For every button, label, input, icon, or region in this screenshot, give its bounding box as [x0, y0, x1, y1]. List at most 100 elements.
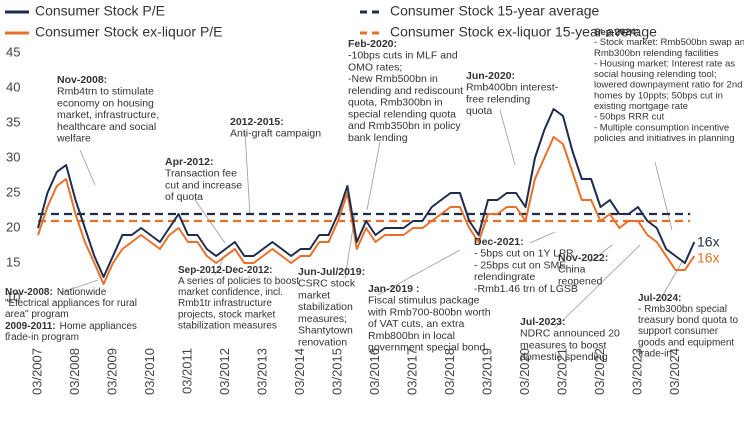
annotation-title: Apr-2012: [165, 156, 213, 168]
y-tick-label: 25 [6, 184, 20, 199]
x-tick-label: 03/2019 [479, 348, 494, 395]
annotation-text: Sep-2012-Dec-2012: [178, 265, 273, 276]
series-line [37, 108, 696, 278]
annotation-text: Dec-2021: [474, 236, 524, 248]
x-tick-label: 03/2017 [404, 348, 419, 395]
annotation-line: treasury bond quota to [638, 315, 739, 326]
x-tick-label: 03/2023 [629, 348, 644, 395]
x-tick-label: 03/2008 [67, 348, 82, 395]
x-tick-label: 03/2022 [592, 348, 607, 395]
end-label: 16x [697, 250, 720, 266]
annotation-line: reopened [558, 275, 603, 287]
annotation-line: CSRC stock [298, 278, 356, 290]
annotation-line: cut and increase [165, 179, 242, 191]
annotation-line: measures to boost [520, 339, 606, 351]
y-tick-label: 35 [6, 114, 20, 129]
annotation-text: 2009-2011: Home appliances [5, 321, 137, 332]
annotation-text: Feb-2020: [348, 38, 397, 50]
annotation-text: Sep-2024: [594, 27, 639, 38]
annotation-title: Jun-Jul/2019: [298, 266, 365, 278]
annotation: Jun-2020:Rmb400bn interest-free relendin… [466, 70, 559, 117]
annotation-line: trade-in program [5, 332, 79, 343]
annotation-line: projects, stock market [178, 309, 275, 320]
annotation-line: market [298, 289, 330, 301]
annotation-text: Nov-2022: [558, 252, 608, 264]
annotation-line: - Multiple consumption incentive [594, 122, 729, 133]
annotation-line: relending and rediscount [348, 85, 463, 97]
x-tick-label: 03/2015 [329, 348, 344, 395]
annotation-title: Dec-2021: [474, 236, 524, 248]
annotation-line: of quota [165, 191, 203, 203]
annotation-title: Sep-2024: [594, 27, 639, 38]
annotation-text: 2012-2015: [230, 116, 284, 128]
x-tick-label: 03/2021 [554, 348, 569, 395]
annotation-line: Rmb1tr infrastructure [178, 298, 272, 309]
y-tick-label: 15 [6, 254, 20, 269]
annotation-line: -New Rmb500bn in [348, 73, 438, 85]
x-tick-label: 03/2020 [517, 348, 532, 395]
annotation-line: OMO rates; [348, 61, 402, 73]
x-tick-label: 03/2007 [29, 348, 44, 395]
annotation-line: trade-in [638, 349, 672, 360]
annotation-line: policies and initiatives in planning [594, 133, 734, 144]
annotation-line: with Rmb700-800bn worth [367, 306, 491, 318]
annotation-text: Jul-2023: [520, 316, 566, 328]
annotation-line: free relending [466, 93, 530, 105]
annotation-line: A series of policies to boost [178, 276, 299, 287]
annotation-line: - Housing market: Interest rate as [594, 58, 735, 69]
annotation-title: Jun-2020: [466, 70, 515, 82]
x-tick-label: 03/2009 [104, 348, 119, 395]
annotation-line: bank lending [348, 132, 408, 144]
annotation-line: quota [466, 105, 492, 117]
annotation-line: Rmb800bn in local [368, 330, 455, 342]
annotation: Sep-2012-Dec-2012:A series of policies t… [178, 265, 299, 332]
x-tick-label: 03/2014 [292, 348, 307, 395]
annotation-line: -10bps cuts in MLF and [348, 50, 458, 62]
annotation-text: Nov-2008: Nationwide [5, 287, 107, 298]
annotation-line: NDRC announced 20 [520, 328, 620, 340]
annotation-line: Home appliances [60, 321, 137, 332]
annotation-line: social housing relending tool; [594, 69, 717, 80]
annotation: Jun-Jul/2019:CSRC stockmarketstabilizati… [298, 266, 365, 349]
annotation-line: -Rmb1.46 trn of LGSB [474, 283, 578, 295]
y-tick-label: 20 [6, 219, 20, 234]
annotation-title: Jan-2019 : [368, 283, 419, 295]
leader-lines [59, 109, 683, 329]
x-tick-label: 03/2011 [179, 348, 194, 394]
annotation-line: economy on housing [57, 97, 154, 109]
annotation-line: goods and equipment [638, 337, 734, 348]
annotation-title: 2009-2011: [5, 321, 56, 332]
annotation-line: market, infrastructure, [57, 109, 159, 121]
annotation-line: Rmb4trn to stimulate [57, 86, 154, 98]
annotation-line: quota, Rmb300bn in [348, 97, 443, 109]
annotation-line: - 25bps cut on SME [474, 259, 566, 271]
annotation-line: - 5bps cut on 1Y LPR [474, 248, 574, 260]
y-tick-label: 30 [6, 149, 20, 164]
annotation: Nov-2008: Nationwide"Electrical appliance… [5, 287, 137, 320]
annotation-line: stabilization [298, 301, 353, 313]
annotation-line: stabilization measures [178, 321, 277, 332]
x-tick-label: 03/2013 [254, 348, 269, 395]
annotation-line: Shantytown [298, 325, 353, 337]
annotation-title: Nov-2008: [5, 287, 53, 298]
annotation-line: Rmb400bn interest- [466, 82, 559, 94]
annotation-text: Apr-2012: [165, 156, 213, 168]
end-label: 16x [697, 234, 720, 250]
x-tick-label: 03/2010 [142, 348, 157, 395]
annotation-text: Jan-2019 : [368, 283, 419, 295]
x-tick-label: 03/2024 [667, 348, 682, 395]
annotation-title: Nov-2008: [57, 74, 107, 86]
annotation-line: measures; [298, 313, 347, 325]
annotation-line: special relending quota [348, 108, 456, 120]
legend-label: Consumer Stock 15-year average [390, 3, 600, 19]
annotation-line: - 50bps RRR cut [594, 112, 665, 123]
annotation-title: Nov-2022: [558, 252, 608, 264]
x-tick-label: 03/2018 [442, 348, 457, 395]
annotation-line: Nationwide [57, 287, 107, 298]
annotation-title: Sep-2012-Dec-2012: [178, 265, 273, 276]
